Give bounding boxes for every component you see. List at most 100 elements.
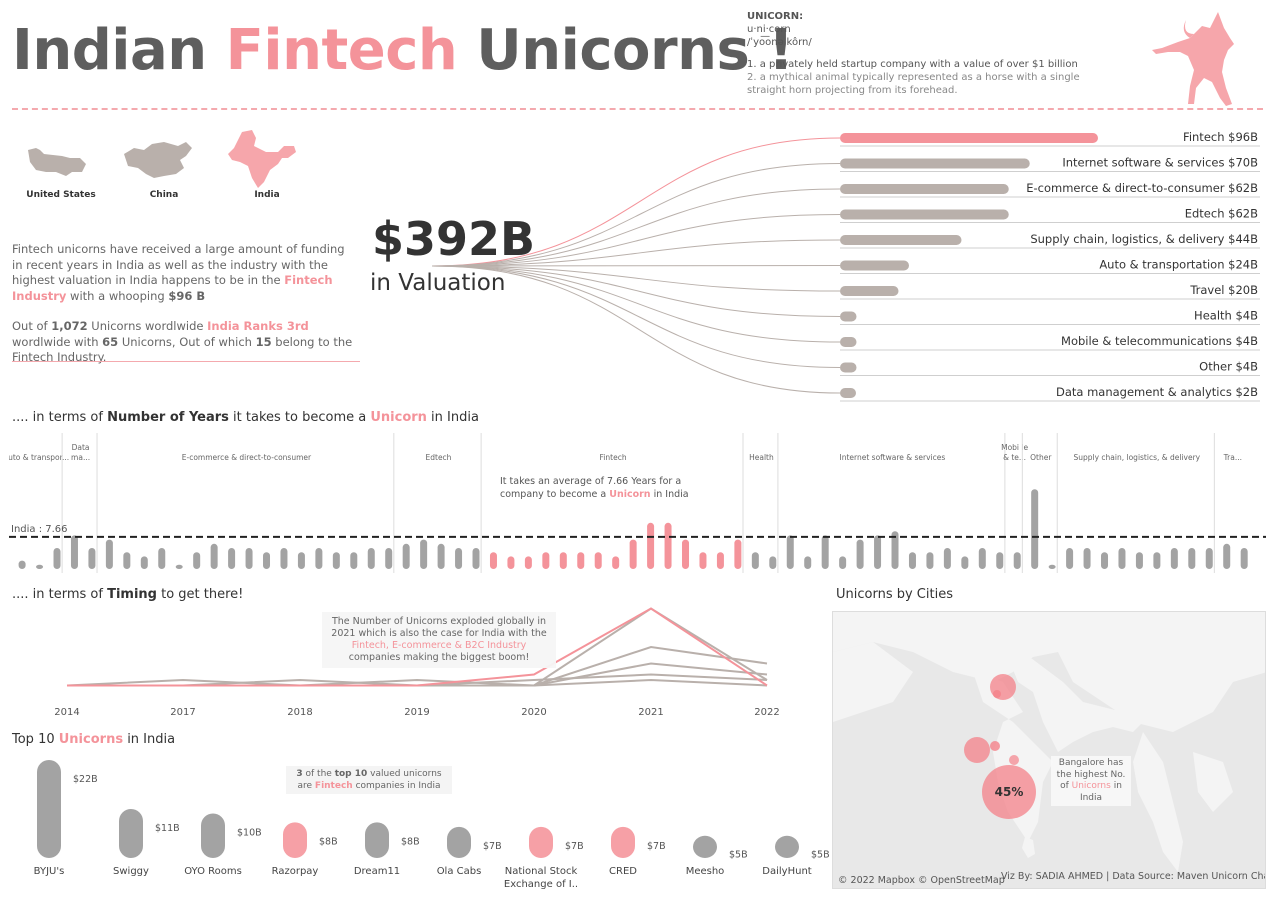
total-valuation: $392B (372, 212, 536, 266)
sector-connector (431, 214, 841, 267)
top10-bar (37, 760, 61, 858)
years-bar (1083, 548, 1091, 569)
sector-bar (840, 235, 962, 245)
top10-name-label: Meesho (686, 866, 725, 877)
sector-connector (431, 265, 841, 292)
top10-name-label: Razorpay (272, 866, 319, 877)
years-bar (1048, 564, 1056, 569)
city-bubble-bangalore[interactable]: 45% (982, 765, 1036, 819)
years-bar (891, 531, 899, 569)
sector-connector (431, 265, 841, 343)
top10-value-label: $10B (237, 827, 262, 838)
years-bar (856, 539, 864, 569)
years-bar (874, 535, 882, 569)
top10-value-label: $5B (729, 850, 748, 861)
years-bar (542, 552, 550, 569)
years-bar (559, 552, 567, 569)
top10-value-label: $7B (647, 841, 666, 852)
years-bar (1013, 552, 1021, 569)
years-bar (612, 556, 620, 569)
country-label-us: United States (26, 190, 96, 200)
top10-value-label: $7B (483, 841, 502, 852)
timing-section-title: .... in terms of Timing to get there! (12, 587, 244, 602)
map-section-title: Unicorns by Cities (836, 587, 953, 602)
years-bar (996, 552, 1004, 569)
years-bar (1170, 548, 1178, 569)
years-bar (1205, 548, 1213, 569)
years-bar (350, 552, 358, 569)
years-group-label: Fintech (600, 453, 627, 462)
years-bar (594, 552, 602, 569)
dashboard-title: Indian Fintech Unicorns ! (12, 18, 794, 83)
sector-connector (431, 239, 841, 267)
sector-bar (840, 362, 857, 373)
years-bar (961, 556, 969, 569)
timing-note: The Number of Unicorns exploded globally… (322, 612, 556, 668)
sector-label: Fintech $96B (1183, 130, 1258, 144)
map-land (833, 612, 1265, 888)
intro-paragraph-1: Fintech unicorns have received a large a… (12, 242, 345, 303)
years-bar (140, 556, 148, 569)
timing-line-chart: 2014 2017 2018 2019 2020 2021 2022 (54, 607, 780, 718)
timing-year-label: 2017 (170, 707, 195, 718)
sector-connector (431, 265, 841, 267)
intro-paragraph-2: Out of 1,072 Unicorns wordlwide India Ra… (12, 319, 353, 364)
top10-name-label: National Stock Exchange of I.. (504, 866, 578, 890)
years-bar (1188, 548, 1196, 569)
sector-bar (840, 388, 856, 398)
top10-value-label: $22B (73, 774, 98, 785)
years-bar (105, 539, 113, 569)
years-bar (385, 548, 393, 569)
years-bar (682, 539, 690, 569)
years-bar (716, 552, 724, 569)
top10-name-label: Swiggy (113, 866, 149, 877)
years-bar (647, 522, 655, 569)
top10-bar (529, 826, 553, 858)
city-bubble-pune[interactable] (990, 741, 1000, 751)
unicorn-icon (1152, 12, 1234, 106)
map-note: Bangalore has the highest No. of Unicorn… (1051, 756, 1131, 806)
years-bar (472, 548, 480, 569)
map-copyright[interactable]: © 2022 Mapbox © OpenStreetMap (838, 875, 1005, 886)
years-bar (402, 543, 410, 569)
sector-bar (840, 209, 1009, 220)
years-bar (420, 539, 428, 569)
top10-value-label: $5B (811, 850, 830, 861)
years-group-label: Other (1030, 453, 1052, 462)
header-divider (12, 108, 1263, 110)
years-bar (36, 564, 44, 569)
sector-bar (840, 337, 857, 347)
top10-name-label: Dream11 (354, 866, 400, 877)
top10-name-label: Ola Cabs (437, 866, 482, 877)
city-bubble-hyderabad[interactable] (1009, 755, 1019, 765)
years-group-label: Supply chain, logistics, & delivery (1073, 453, 1200, 462)
years-bar (367, 548, 375, 569)
years-bar (1118, 548, 1126, 569)
years-section-title: .... in terms of Number of Years it take… (12, 410, 479, 425)
years-bar (297, 552, 305, 569)
sector-label: Travel $20B (1189, 283, 1258, 297)
years-bar (280, 548, 288, 569)
years-bar (769, 556, 777, 569)
sector-connector (431, 188, 841, 267)
sector-label: Edtech $62B (1185, 207, 1258, 221)
years-bar (734, 539, 742, 569)
sector-bar (840, 158, 1030, 169)
years-bar (88, 548, 96, 569)
top10-bar (693, 835, 717, 858)
top10-bar (365, 822, 389, 858)
years-group-label: Health (749, 453, 774, 462)
city-bubble-gurgaon[interactable] (993, 690, 1001, 698)
city-bubble-mumbai[interactable] (964, 737, 990, 763)
sector-bar (840, 133, 1098, 143)
years-group-label: E-commerce & direct-to-consumer (182, 453, 312, 462)
years-bar (70, 535, 78, 569)
years-bar (1240, 548, 1248, 569)
timing-year-label: 2014 (54, 707, 79, 718)
sector-label: Internet software & services $70B (1062, 156, 1258, 170)
city-map[interactable]: 45% Bangalore has the highest No. of Uni… (832, 611, 1266, 889)
years-bar (455, 548, 463, 569)
top10-bar (611, 826, 635, 858)
years-bar (263, 552, 271, 569)
timing-line-fintech (67, 607, 768, 687)
